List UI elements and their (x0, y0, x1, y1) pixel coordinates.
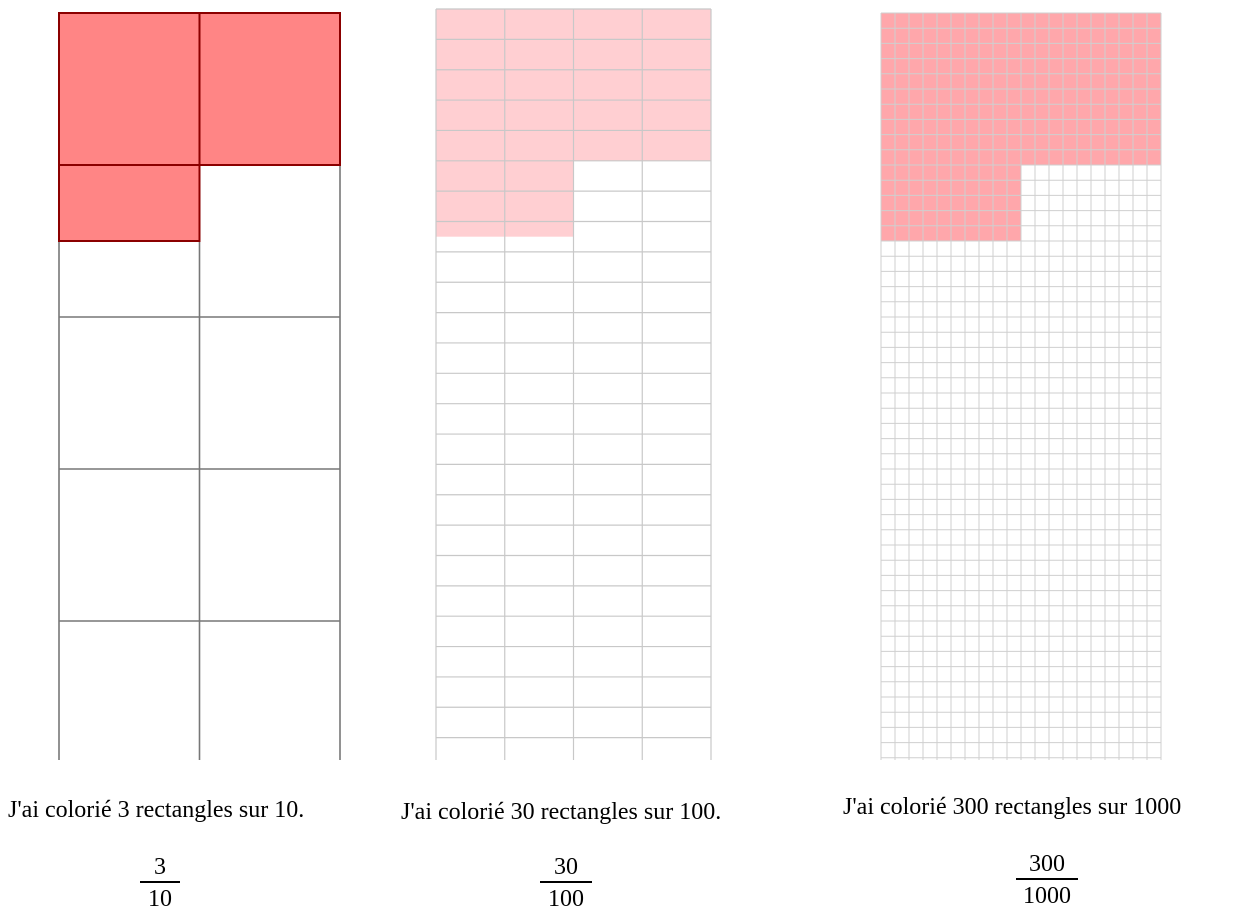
fraction-3-numerator: 300 (1029, 851, 1065, 877)
caption-3: J'ai colorié 300 rectangles sur 1000 (843, 794, 1182, 820)
caption-2: J'ai colorié 30 rectangles sur 100. (401, 799, 722, 825)
fraction-1: 3 10 (140, 853, 180, 913)
fraction-2-bar (540, 881, 592, 883)
fraction-3-denominator: 1000 (1023, 883, 1071, 909)
fraction-2: 30 100 (540, 853, 592, 913)
grids-svg (58, 8, 1162, 760)
fraction-1-denominator: 10 (148, 886, 172, 912)
caption-1: J'ai colorié 3 rectangles sur 10. (8, 797, 305, 823)
fraction-2-denominator: 100 (548, 886, 584, 912)
fraction-1-numerator: 3 (154, 854, 166, 880)
panel-1-shade-left (59, 165, 200, 241)
fraction-3-bar (1016, 878, 1078, 880)
fraction-3: 300 1000 (1016, 850, 1078, 910)
fraction-2-numerator: 30 (554, 854, 578, 880)
fraction-1-bar (140, 881, 180, 883)
